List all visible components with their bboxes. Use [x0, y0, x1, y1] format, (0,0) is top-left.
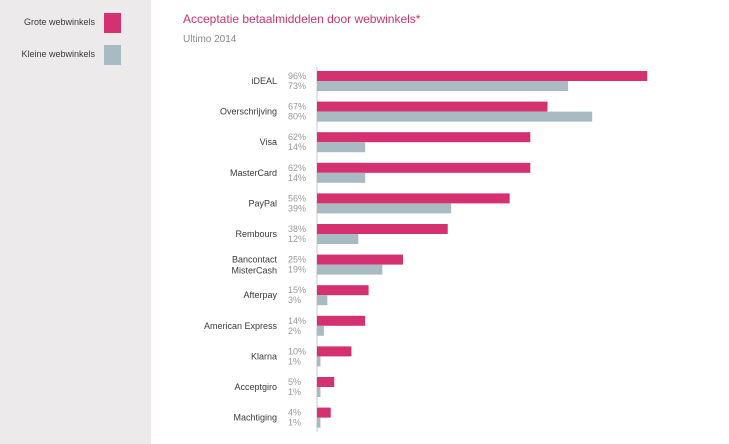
- bar-rembours-grote-webwinkels: [317, 224, 448, 234]
- value-label-ideal-grote-webwinkels: 96%: [288, 71, 306, 81]
- value-label-rembours-kleine-webwinkels: 12%: [288, 234, 306, 244]
- chart-title: Acceptatie betaalmiddelen door webwinkel…: [183, 12, 421, 26]
- bar-overschrijving-kleine-webwinkels: [317, 111, 593, 122]
- bar-bancontact-mistercash-kleine-webwinkels: [317, 264, 383, 275]
- category-label-ideal: iDEAL: [251, 76, 277, 86]
- category-label-afterpay: Afterpay: [243, 290, 277, 300]
- value-label-overschrijving-kleine-webwinkels: 80%: [288, 112, 306, 122]
- bar-rembours-kleine-webwinkels: [317, 234, 359, 244]
- legend-label-kleine-webwinkels: Kleine webwinkels: [21, 49, 95, 59]
- value-label-visa-grote-webwinkels: 62%: [288, 132, 306, 142]
- chart-subtitle: Ultimo 2014: [183, 34, 237, 45]
- bar-acceptgiro-kleine-webwinkels: [317, 387, 321, 397]
- value-label-mastercard-grote-webwinkels: 62%: [288, 163, 306, 173]
- value-label-bancontact-mistercash-kleine-webwinkels: 19%: [288, 265, 306, 275]
- category-label-acceptgiro: Acceptgiro: [234, 382, 277, 392]
- bar-mastercard-kleine-webwinkels: [317, 172, 366, 183]
- bar-mastercard-grote-webwinkels: [317, 162, 531, 173]
- bar-paypal-grote-webwinkels: [317, 193, 510, 204]
- value-label-afterpay-kleine-webwinkels: 3%: [288, 295, 301, 305]
- value-label-american-express-grote-webwinkels: 14%: [288, 316, 306, 326]
- bar-acceptgiro-grote-webwinkels: [317, 377, 335, 387]
- category-label-rembours: Rembours: [235, 229, 277, 239]
- bar-klarna-kleine-webwinkels: [317, 356, 321, 367]
- category-label-mastercard: MasterCard: [230, 168, 277, 178]
- category-label-klarna: Klarna: [251, 351, 277, 361]
- bar-american-express-grote-webwinkels: [317, 315, 366, 326]
- category-label-bancontact-mistercash: Bancontact MisterCash: [231, 255, 277, 276]
- value-label-klarna-kleine-webwinkels: 1%: [288, 356, 301, 366]
- legend-swatch-kleine-webwinkels: [104, 45, 121, 65]
- category-label-machtiging: Machtiging: [233, 413, 277, 423]
- value-label-american-express-kleine-webwinkels: 2%: [288, 326, 301, 336]
- bar-bancontact-mistercash-grote-webwinkels: [317, 254, 403, 265]
- value-label-ideal-kleine-webwinkels: 73%: [288, 81, 306, 91]
- legend-swatch-grote-webwinkels: [104, 13, 121, 33]
- value-label-mastercard-kleine-webwinkels: 14%: [288, 173, 306, 183]
- bar-ideal-grote-webwinkels: [317, 71, 648, 81]
- bar-machtiging-grote-webwinkels: [317, 407, 331, 418]
- value-label-overschrijving-grote-webwinkels: 67%: [288, 102, 306, 112]
- category-label-paypal: PayPal: [248, 198, 277, 208]
- value-label-paypal-kleine-webwinkels: 39%: [288, 203, 306, 213]
- value-label-acceptgiro-kleine-webwinkels: 1%: [288, 387, 301, 397]
- legend-panel: Grote webwinkels Kleine webwinkels: [0, 0, 151, 444]
- bar-afterpay-kleine-webwinkels: [317, 295, 328, 306]
- bar-visa-kleine-webwinkels: [317, 142, 366, 153]
- category-label-overschrijving: Overschrijving: [220, 107, 277, 117]
- value-label-rembours-grote-webwinkels: 38%: [288, 224, 306, 234]
- bar-overschrijving-grote-webwinkels: [317, 101, 548, 112]
- category-label-american-express: American Express: [204, 321, 278, 331]
- bar-afterpay-grote-webwinkels: [317, 285, 369, 296]
- bar-paypal-kleine-webwinkels: [317, 203, 452, 214]
- value-label-paypal-grote-webwinkels: 56%: [288, 193, 306, 203]
- category-label-visa: Visa: [260, 137, 277, 147]
- value-label-bancontact-mistercash-grote-webwinkels: 25%: [288, 255, 306, 265]
- bar-american-express-kleine-webwinkels: [317, 325, 324, 336]
- legend-label-grote-webwinkels: Grote webwinkels: [23, 17, 95, 27]
- bar-visa-grote-webwinkels: [317, 132, 531, 143]
- value-label-acceptgiro-grote-webwinkels: 5%: [288, 377, 301, 387]
- value-label-machtiging-grote-webwinkels: 4%: [288, 408, 301, 418]
- bar-klarna-grote-webwinkels: [317, 346, 352, 357]
- value-label-machtiging-kleine-webwinkels: 1%: [288, 418, 301, 428]
- value-label-afterpay-grote-webwinkels: 15%: [288, 285, 306, 295]
- value-label-klarna-grote-webwinkels: 10%: [288, 346, 306, 356]
- bar-machtiging-kleine-webwinkels: [317, 417, 321, 428]
- legend-item-kleine-webwinkels: Kleine webwinkels: [0, 45, 151, 69]
- value-label-visa-kleine-webwinkels: 14%: [288, 142, 306, 152]
- legend-item-grote-webwinkels: Grote webwinkels: [0, 13, 151, 37]
- bar-ideal-kleine-webwinkels: [317, 81, 569, 91]
